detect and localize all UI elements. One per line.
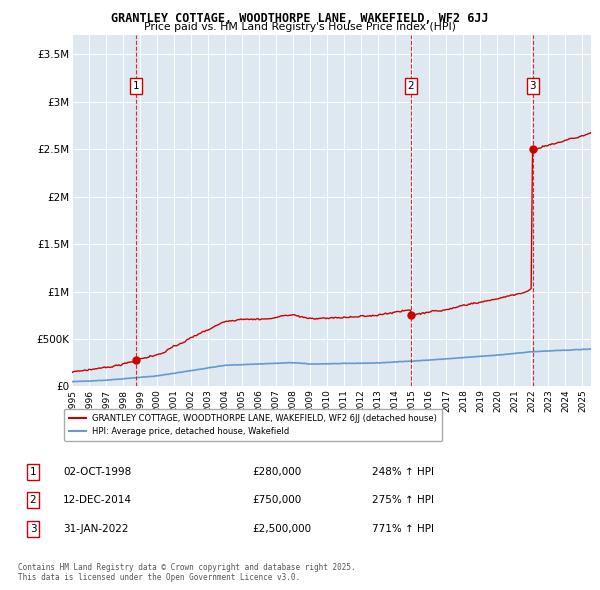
Text: £280,000: £280,000 xyxy=(252,467,301,477)
Text: 3: 3 xyxy=(529,81,536,91)
Text: £2,500,000: £2,500,000 xyxy=(252,524,311,533)
Text: £750,000: £750,000 xyxy=(252,496,301,505)
Text: 275% ↑ HPI: 275% ↑ HPI xyxy=(372,496,434,505)
Text: Contains HM Land Registry data © Crown copyright and database right 2025.
This d: Contains HM Land Registry data © Crown c… xyxy=(18,563,356,582)
Text: 3: 3 xyxy=(29,524,37,533)
Text: 2: 2 xyxy=(407,81,414,91)
Text: 12-DEC-2014: 12-DEC-2014 xyxy=(63,496,132,505)
Text: 1: 1 xyxy=(29,467,37,477)
Text: GRANTLEY COTTAGE, WOODTHORPE LANE, WAKEFIELD, WF2 6JJ: GRANTLEY COTTAGE, WOODTHORPE LANE, WAKEF… xyxy=(111,12,489,25)
Legend: GRANTLEY COTTAGE, WOODTHORPE LANE, WAKEFIELD, WF2 6JJ (detached house), HPI: Ave: GRANTLEY COTTAGE, WOODTHORPE LANE, WAKEF… xyxy=(64,409,442,441)
Text: Price paid vs. HM Land Registry's House Price Index (HPI): Price paid vs. HM Land Registry's House … xyxy=(144,22,456,32)
Text: 1: 1 xyxy=(133,81,139,91)
Text: 771% ↑ HPI: 771% ↑ HPI xyxy=(372,524,434,533)
Text: 02-OCT-1998: 02-OCT-1998 xyxy=(63,467,131,477)
Text: 31-JAN-2022: 31-JAN-2022 xyxy=(63,524,128,533)
Text: 2: 2 xyxy=(29,496,37,505)
Text: 248% ↑ HPI: 248% ↑ HPI xyxy=(372,467,434,477)
